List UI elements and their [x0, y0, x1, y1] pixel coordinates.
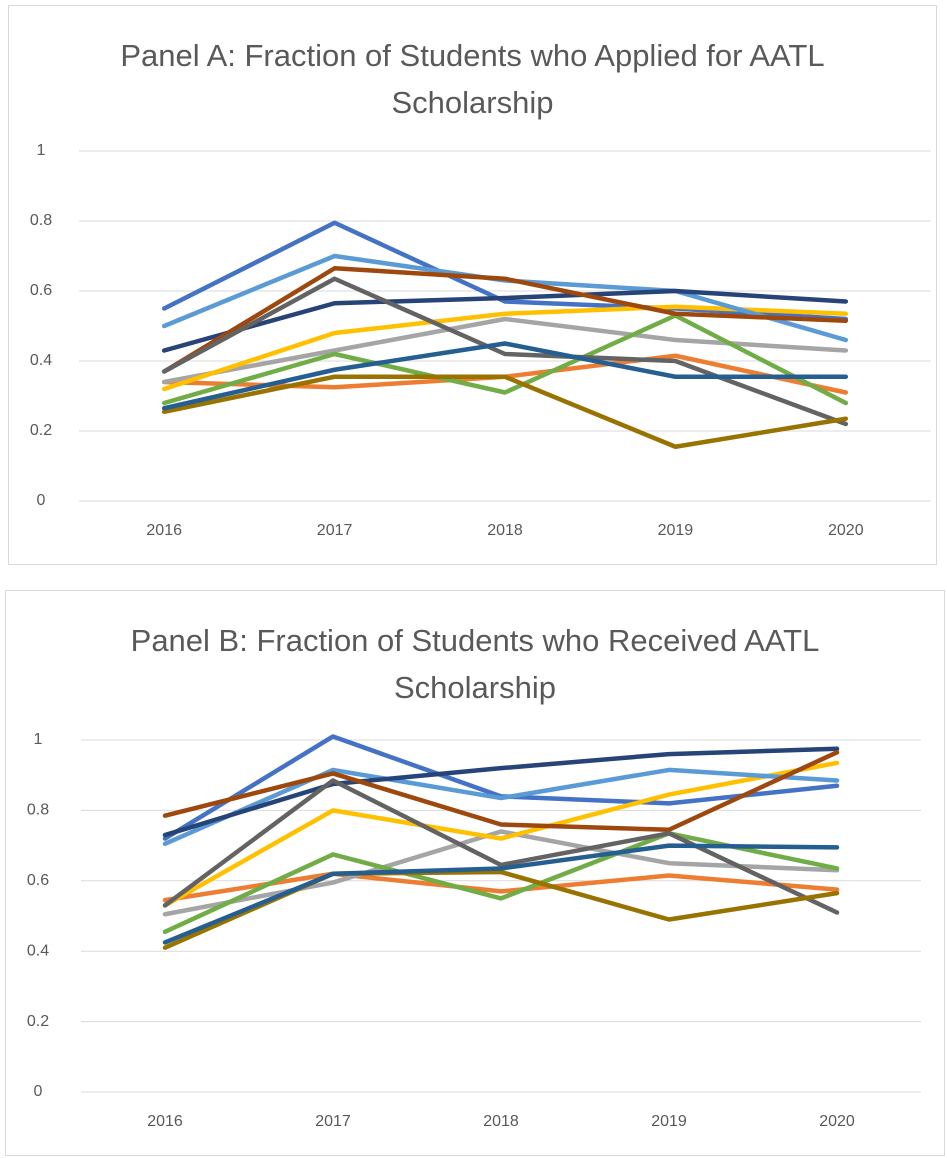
y-tick-label: 1 [34, 731, 43, 748]
y-tick-label: 0 [34, 1083, 43, 1100]
series-line [161, 266, 849, 374]
y-tick-label: 0 [37, 492, 46, 509]
series-line [161, 374, 849, 449]
series-line [162, 829, 840, 917]
y-tick-label: 0.4 [30, 352, 52, 369]
x-tick-label: 2018 [483, 1113, 519, 1130]
y-tick-label: 0.4 [27, 942, 49, 959]
y-tick-label: 0.6 [30, 282, 52, 299]
chart-title: Panel A: Fraction of Students who Applie… [120, 38, 825, 120]
series-line [162, 750, 840, 833]
series-line [162, 778, 840, 915]
series-line [161, 220, 849, 322]
chart-panel: Panel A: Fraction of Students who Applie… [8, 5, 937, 565]
x-tick-label: 2016 [147, 1113, 183, 1130]
x-tick-label: 2019 [658, 522, 694, 539]
x-tick-label: 2018 [487, 522, 523, 539]
x-tick-label: 2019 [651, 1113, 687, 1130]
chart-panel: Panel B: Fraction of Students who Receiv… [5, 590, 945, 1156]
series-line [161, 341, 849, 411]
y-tick-label: 0.2 [27, 1013, 49, 1030]
chart-title: Panel B: Fraction of Students who Receiv… [130, 623, 820, 705]
x-tick-label: 2017 [315, 1113, 351, 1130]
series-line [162, 843, 840, 945]
x-tick-label: 2020 [819, 1113, 855, 1130]
y-tick-label: 0.8 [30, 212, 52, 229]
series-line [161, 276, 849, 427]
x-tick-label: 2016 [146, 522, 182, 539]
y-tick-label: 0.8 [27, 802, 49, 819]
series-line [161, 288, 849, 353]
series-line [162, 760, 840, 908]
x-tick-label: 2017 [317, 522, 353, 539]
y-tick-label: 1 [37, 142, 46, 159]
y-tick-label: 0.2 [30, 422, 52, 439]
chart: 0 0.2 0.4 0.6 0.8 1 2016 2017 2018 2019 2020 [30, 142, 931, 539]
chart: 0 0.2 0.4 0.6 0.8 1 2016 2017 2018 2019 2020 [27, 731, 921, 1130]
series-line [162, 767, 840, 847]
series-line [162, 746, 840, 838]
x-tick-label: 2020 [828, 522, 864, 539]
series-line [161, 313, 849, 406]
y-tick-label: 0.6 [27, 872, 49, 889]
